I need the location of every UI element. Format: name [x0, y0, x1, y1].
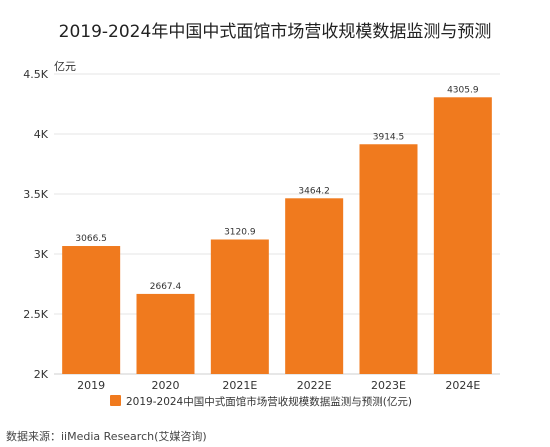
x-tick-label: 2021E: [222, 379, 257, 392]
y-tick-label: 2.5K: [23, 308, 48, 321]
legend: 2019-2024中国中式面馆市场营收规模数据监测与预测(亿元): [110, 395, 412, 408]
x-tick-label: 2023E: [371, 379, 406, 392]
data-label: 3066.5: [75, 234, 107, 244]
data-label: 3120.9: [224, 227, 256, 237]
y-tick-label: 2K: [34, 368, 49, 381]
data-label: 3464.2: [298, 186, 330, 196]
legend-swatch: [110, 395, 121, 406]
x-tick-label: 2024E: [445, 379, 480, 392]
data-labels: 3066.5 2667.4 3120.9 3464.2 3914.5 4305.9: [75, 85, 478, 292]
y-axis-ticks: 2K 2.5K 3K 3.5K 4K 4.5K: [23, 68, 48, 381]
data-label: 3914.5: [373, 132, 405, 142]
chart-title: 2019-2024年中国中式面馆市场营收规模数据监测与预测: [59, 22, 492, 42]
x-axis-ticks: 2019 2020 2021E 2022E 2023E 2024E: [77, 379, 480, 392]
x-tick-label: 2022E: [297, 379, 332, 392]
bar: [210, 239, 269, 374]
bar: [433, 97, 492, 375]
x-tick-label: 2019: [77, 379, 105, 392]
y-tick-label: 3.5K: [23, 188, 48, 201]
bar: [136, 293, 195, 374]
y-tick-label: 4K: [34, 128, 49, 141]
bars: [62, 97, 492, 375]
data-label: 4305.9: [447, 85, 479, 95]
grid-lines: [54, 73, 500, 375]
y-tick-label: 3K: [34, 248, 49, 261]
source-note: 数据来源：iiMedia Research(艾媒咨询): [6, 429, 207, 443]
y-tick-label: 4.5K: [23, 68, 48, 81]
bar: [62, 246, 121, 374]
y-axis-unit-label: 亿元: [54, 60, 76, 73]
legend-label: 2019-2024中国中式面馆市场营收规模数据监测与预测(亿元): [126, 395, 412, 408]
data-label: 2667.4: [150, 282, 182, 292]
bar: [359, 144, 418, 374]
x-tick-label: 2020: [152, 379, 180, 392]
bar: [285, 198, 344, 374]
